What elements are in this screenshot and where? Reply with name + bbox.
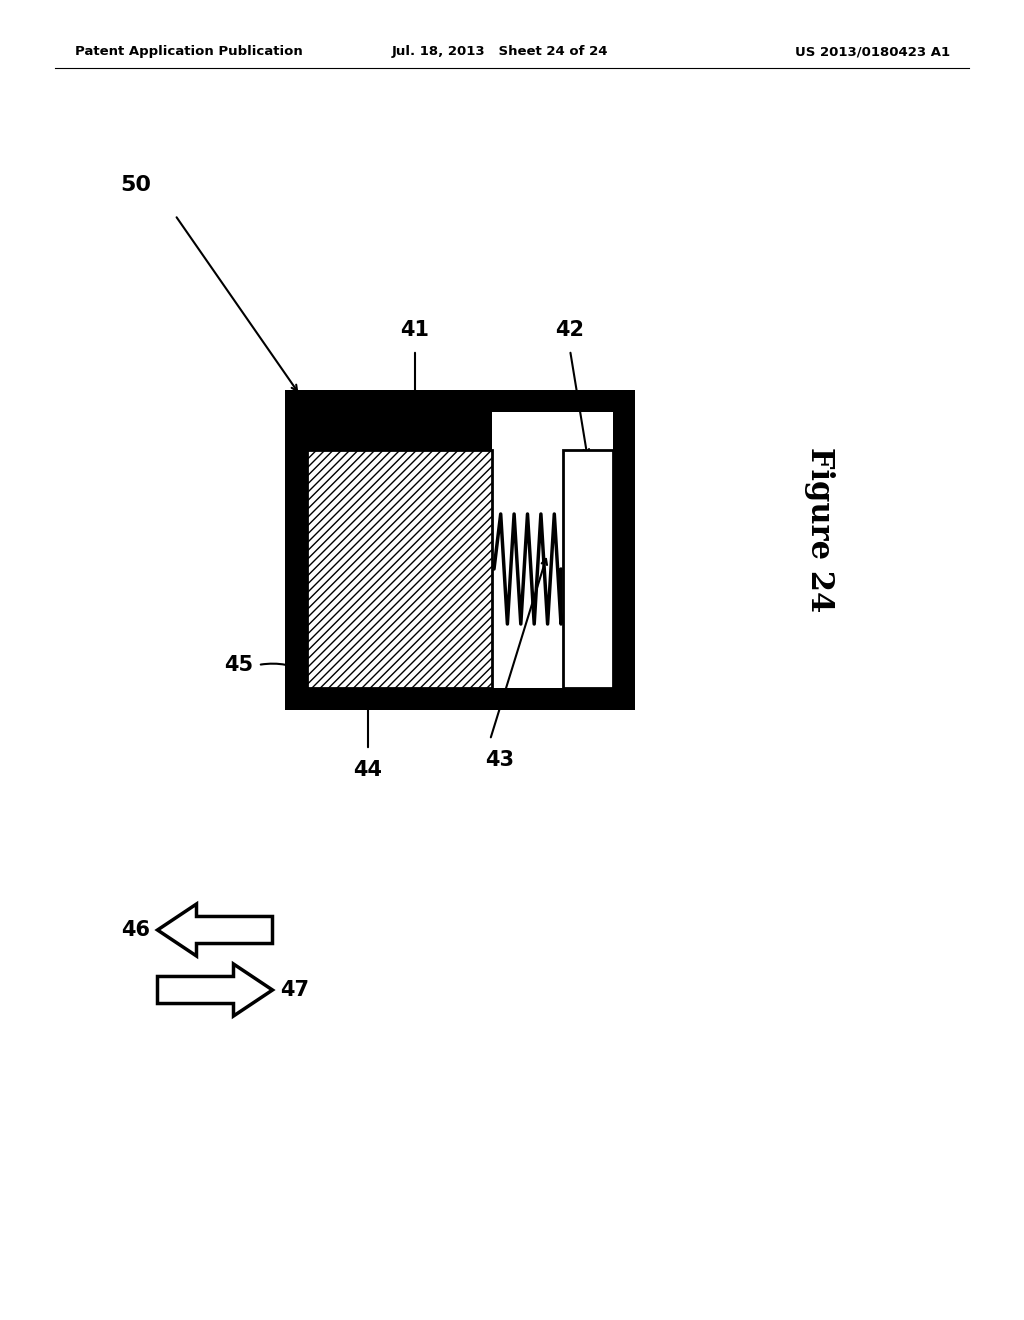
- Bar: [307, 412, 613, 688]
- Text: 47: 47: [280, 979, 309, 1001]
- Text: Patent Application Publication: Patent Application Publication: [75, 45, 303, 58]
- Text: 45: 45: [224, 655, 253, 675]
- Bar: [563, 450, 613, 688]
- Bar: [307, 450, 492, 688]
- Text: 44: 44: [353, 760, 383, 780]
- Text: 50: 50: [120, 176, 151, 195]
- Bar: [307, 412, 492, 450]
- Text: 43: 43: [485, 750, 514, 770]
- Bar: [307, 450, 492, 688]
- Text: 42: 42: [555, 319, 585, 341]
- Text: Figure 24: Figure 24: [805, 447, 836, 612]
- Polygon shape: [158, 904, 272, 956]
- Bar: [563, 450, 613, 688]
- Text: 46: 46: [121, 920, 150, 940]
- Text: US 2013/0180423 A1: US 2013/0180423 A1: [795, 45, 950, 58]
- Polygon shape: [158, 964, 272, 1016]
- Text: 41: 41: [400, 319, 429, 341]
- Text: Jul. 18, 2013   Sheet 24 of 24: Jul. 18, 2013 Sheet 24 of 24: [392, 45, 608, 58]
- Bar: [285, 389, 635, 710]
